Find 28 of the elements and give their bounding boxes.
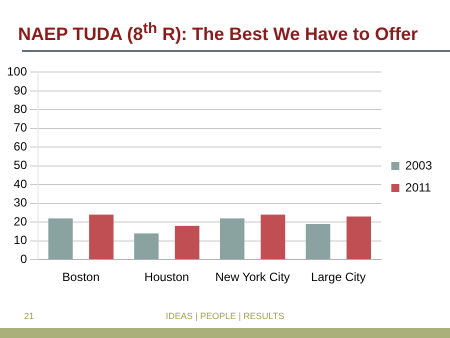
bar [260,214,286,260]
x-tick-label: New York City [215,270,290,284]
y-tick-label: 10 [14,233,28,248]
y-tick-label: 80 [14,102,28,116]
y-tick-label: 70 [14,120,28,135]
bar [306,224,330,260]
bar [134,233,159,260]
y-tick-label: 50 [14,158,28,172]
bar [174,226,200,260]
x-tick-label: Boston [62,270,100,284]
bar [346,216,372,260]
x-tick-label: Large City [311,270,366,284]
y-tick-label: 40 [14,176,28,191]
x-tick-label: Houston [144,270,190,284]
y-tick-label: 30 [14,196,28,210]
bar [89,214,114,260]
bar [48,218,73,260]
y-tick-label: 90 [14,83,28,98]
y-tick-label: 100 [6,64,28,79]
legend-label: 2011 [405,180,432,194]
bar [220,218,244,260]
y-tick-label: 60 [14,139,28,154]
chart-title: NAEP TUDA (8$^{th}$ R): The Best We Have to Offer [18,20,418,45]
y-tick-label: 0 [20,252,28,266]
y-tick-label: 20 [14,214,28,228]
legend-label: 2003 [405,158,432,172]
text: IDEAS | PEOPLE | RESULTS [166,311,284,321]
text: 21 [24,311,34,321]
